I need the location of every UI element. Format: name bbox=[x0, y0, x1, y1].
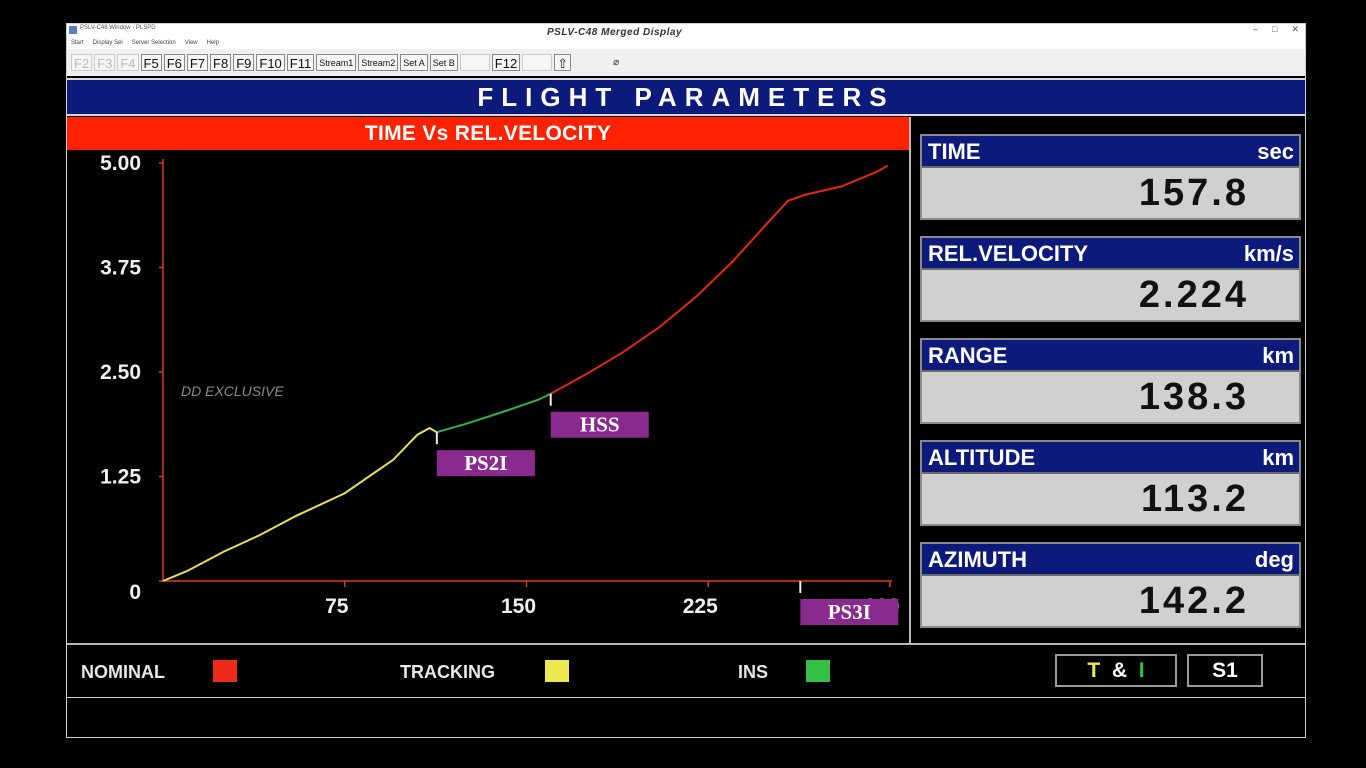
y-tick-label: 3.75 bbox=[100, 257, 141, 280]
azimuth-value: 142.2 bbox=[1138, 580, 1249, 622]
event-label-box bbox=[550, 411, 649, 438]
mode-part-t: T bbox=[1087, 659, 1101, 682]
altitude-panel: ALTITUDE km 113.2 bbox=[920, 440, 1301, 526]
range-panel: RANGE km 138.3 bbox=[920, 338, 1301, 424]
time-value: 157.8 bbox=[1138, 172, 1249, 214]
footer-divider bbox=[67, 697, 1305, 698]
legend-ins-label: INS bbox=[738, 662, 769, 682]
toolbar-button-f11[interactable]: F11 bbox=[286, 54, 315, 71]
mode-part-i: I bbox=[1138, 659, 1145, 682]
event-label: PS2I bbox=[464, 451, 507, 475]
series-line-0 bbox=[162, 426, 438, 582]
y-tick-label: 5.00 bbox=[100, 152, 141, 175]
legend-divider bbox=[67, 643, 1305, 645]
range-unit: km bbox=[1262, 343, 1294, 368]
azimuth-unit: deg bbox=[1254, 547, 1294, 572]
toolbar-button-stream1[interactable]: Stream1 bbox=[316, 54, 357, 71]
menu-start[interactable]: Start bbox=[71, 40, 84, 46]
menu-view[interactable]: View bbox=[184, 40, 198, 46]
menu-bar: Start Display Sel Server Selection View … bbox=[67, 38, 1305, 49]
menu-server-selection[interactable]: Server Selection bbox=[131, 40, 176, 46]
legend-tracking-label: TRACKING bbox=[400, 662, 495, 682]
display-title: PSLV-C48 Merged Display bbox=[547, 27, 683, 38]
velocity-value: 2.224 bbox=[1138, 274, 1249, 316]
time-unit: sec bbox=[1257, 139, 1294, 164]
altitude-label: ALTITUDE bbox=[928, 445, 1036, 470]
legend-nominal-swatch bbox=[213, 660, 237, 682]
title-bar: PSLV-C48 Window - PLSPD PSLV-C48 Merged … bbox=[67, 24, 1305, 38]
toolbar-button-f7[interactable]: F7 bbox=[186, 54, 209, 71]
toolbar-button-f5[interactable]: F5 bbox=[140, 54, 162, 71]
series-line-1 bbox=[436, 392, 552, 434]
main-window: PSLV-C48 Window - PLSPD PSLV-C48 Merged … bbox=[66, 23, 1306, 738]
window-controls: – □ ✕ bbox=[1253, 24, 1299, 35]
event-label: PS3I bbox=[828, 600, 871, 624]
menu-display-sel[interactable]: Display Sel bbox=[92, 40, 123, 46]
altitude-unit: km bbox=[1262, 445, 1294, 470]
altitude-header: ALTITUDE km bbox=[922, 442, 1299, 474]
stage-indicator: S1 bbox=[1187, 654, 1263, 687]
menu-help[interactable]: Help bbox=[206, 40, 219, 46]
toolbar-button-f10[interactable]: F10 bbox=[256, 54, 285, 71]
series-line-2 bbox=[550, 164, 889, 395]
event-label-box bbox=[436, 450, 535, 477]
toolbar-button-f4[interactable]: F4 bbox=[117, 54, 139, 71]
legend-ins-swatch bbox=[806, 660, 830, 682]
toolbar-button-set-a[interactable]: Set A bbox=[400, 54, 428, 71]
toolbar-button-set-b[interactable]: Set B bbox=[429, 54, 458, 71]
x-tick-label: 150 bbox=[501, 595, 536, 618]
event-label: HSS bbox=[580, 413, 620, 437]
stage-label: S1 bbox=[1212, 659, 1238, 682]
velocity-header: REL.VELOCITY km/s bbox=[922, 238, 1299, 270]
x-tick-label: 75 bbox=[325, 595, 349, 618]
toolbar-button-f12[interactable]: F12 bbox=[491, 54, 521, 71]
toolbar-extra-icon[interactable]: ⌀ bbox=[613, 57, 620, 68]
chart-title: TIME Vs REL.VELOCITY bbox=[364, 122, 612, 145]
app-icon bbox=[69, 26, 77, 34]
velocity-chart: 01.252.503.755.0075150225300DD EXCLUSIVE… bbox=[100, 152, 900, 625]
velocity-panel: REL.VELOCITY km/s 2.224 bbox=[920, 236, 1301, 322]
toolbar-button-f3[interactable]: F3 bbox=[94, 54, 116, 71]
time-panel: TIME sec 157.8 bbox=[920, 134, 1301, 220]
time-header: TIME sec bbox=[922, 136, 1299, 168]
legend-tracking-swatch bbox=[545, 660, 569, 682]
range-value: 138.3 bbox=[1138, 376, 1249, 418]
y-tick-label: 2.50 bbox=[100, 361, 141, 384]
toolbar-button-f9[interactable]: F9 bbox=[233, 54, 255, 71]
azimuth-label: AZIMUTH bbox=[928, 547, 1027, 572]
watermark-text: DD EXCLUSIVE bbox=[181, 383, 284, 399]
minimize-button[interactable]: – bbox=[1253, 24, 1259, 34]
toolbar-button-f6[interactable]: F6 bbox=[163, 54, 185, 71]
tracking-mode-indicator: T & I bbox=[1055, 654, 1177, 687]
chart-header: TIME Vs REL.VELOCITY bbox=[67, 117, 909, 150]
close-button[interactable]: ✕ bbox=[1291, 24, 1299, 34]
banner: FLIGHT PARAMETERS bbox=[67, 78, 1305, 116]
x-tick-label: 225 bbox=[683, 595, 718, 618]
toolbar-button-f8[interactable]: F8 bbox=[210, 54, 232, 71]
toolbar-button--[interactable]: ⇧ bbox=[554, 54, 572, 71]
range-header: RANGE km bbox=[922, 340, 1299, 372]
altitude-value: 113.2 bbox=[1141, 478, 1249, 520]
y-tick-label: 1.25 bbox=[100, 466, 141, 489]
toolbar-button-stream2[interactable]: Stream2 bbox=[358, 54, 399, 71]
toolbar-button-blank-16[interactable] bbox=[522, 54, 553, 71]
velocity-label: REL.VELOCITY bbox=[928, 241, 1089, 266]
toolbar-button-blank-14[interactable] bbox=[459, 54, 490, 71]
time-label: TIME bbox=[928, 139, 981, 164]
azimuth-panel: AZIMUTH deg 142.2 bbox=[920, 542, 1301, 628]
event-label-box bbox=[800, 599, 899, 625]
window-title: PSLV-C48 Window - PLSPD bbox=[80, 25, 156, 31]
legend-nominal-label: NOMINAL bbox=[81, 662, 165, 682]
panel-divider bbox=[909, 117, 911, 643]
toolbar-button-f2[interactable]: F2 bbox=[71, 54, 93, 71]
velocity-unit: km/s bbox=[1243, 241, 1294, 266]
y-tick-label: 0 bbox=[129, 581, 141, 604]
toolbar: F2 F3 F4 F5 F6 F7 F8 F9 F10 F11 Stream1 Stream2 Set … bbox=[67, 49, 1305, 76]
maximize-button[interactable]: □ bbox=[1272, 24, 1278, 34]
range-label: RANGE bbox=[928, 343, 1008, 368]
mode-part-and: & bbox=[1111, 659, 1128, 682]
azimuth-header: AZIMUTH deg bbox=[922, 544, 1299, 576]
banner-title: FLIGHT PARAMETERS bbox=[477, 82, 895, 112]
